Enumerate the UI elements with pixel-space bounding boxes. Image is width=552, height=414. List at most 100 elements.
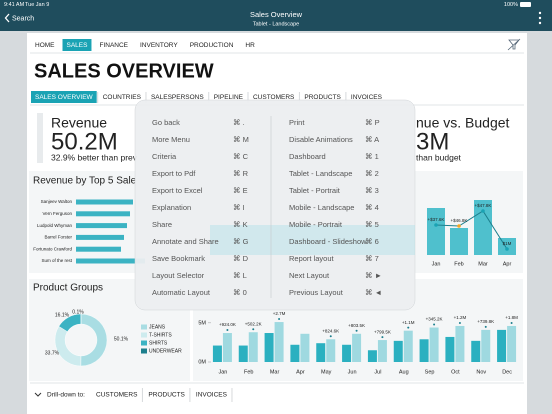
column xyxy=(300,333,310,362)
menu-item[interactable]: Automatic Layout xyxy=(152,288,211,297)
sub-tab[interactable]: INVOICES xyxy=(351,94,383,101)
legend-label: SHIRTS xyxy=(149,340,168,346)
menu-item[interactable]: More Menu xyxy=(152,135,190,144)
menu-item[interactable]: Export to Excel xyxy=(152,186,203,195)
kpi-title: Revenue xyxy=(51,115,107,131)
month-label: Sep xyxy=(425,369,435,375)
menu-item[interactable]: Mobile - Landscape xyxy=(289,203,354,212)
bar xyxy=(76,223,127,229)
menu-shortcut: ⌘ M xyxy=(233,135,249,144)
menu-item[interactable]: Dashboard xyxy=(289,152,326,161)
column xyxy=(497,329,507,362)
menu-item[interactable]: Layout Selector xyxy=(152,271,205,280)
line-marker xyxy=(457,224,461,228)
menu-shortcut: ⌘ . xyxy=(233,118,245,127)
column xyxy=(316,343,326,362)
sub-tab[interactable]: COUNTRIES xyxy=(103,94,142,101)
menu-item[interactable]: Go back xyxy=(152,118,180,127)
month-label: May xyxy=(321,369,332,375)
month-label: Aug xyxy=(399,369,409,375)
main-tab[interactable]: HR xyxy=(245,42,255,49)
point-label: $1M xyxy=(503,241,512,246)
annotation: +2.7M xyxy=(273,311,286,316)
menu-item[interactable]: Mobile - Portrait xyxy=(289,220,343,229)
annotation-dot xyxy=(252,328,255,331)
legend-swatch xyxy=(141,348,147,354)
sub-tab[interactable]: CUSTOMERS xyxy=(253,94,295,101)
column xyxy=(274,322,284,362)
drill-item[interactable]: PRODUCTS xyxy=(148,392,185,399)
column xyxy=(393,340,403,362)
back-button[interactable]: Search xyxy=(12,15,34,22)
category-label: Fortunato Crawford xyxy=(33,246,72,251)
month-label: Jan xyxy=(432,261,441,267)
sub-tab[interactable]: PIPELINE xyxy=(214,94,244,101)
menu-shortcut: ⌘ A xyxy=(365,135,379,144)
drill-item[interactable]: CUSTOMERS xyxy=(96,392,138,399)
status-battery: 100% xyxy=(504,2,518,8)
month-label: Dec xyxy=(502,369,512,375)
line-marker xyxy=(505,247,509,251)
menu-shortcut: ⌘ 6 xyxy=(365,237,379,246)
annotation: +1.8M xyxy=(505,315,518,320)
menu-item[interactable]: Disable Animations xyxy=(289,135,353,144)
value-label: 0.1% xyxy=(72,309,84,315)
menu-item[interactable]: Previous Layout xyxy=(289,288,344,297)
menu-shortcut: ⌘ 4 xyxy=(365,203,379,212)
nav-title: Sales Overview xyxy=(250,10,303,19)
annotation-dot xyxy=(458,321,461,324)
menu-shortcut: ⌘ D xyxy=(233,254,249,263)
column xyxy=(367,350,377,362)
column xyxy=(450,228,468,255)
kpi-note: than budget xyxy=(416,152,462,162)
category-label: Vern Ferguson xyxy=(42,211,72,216)
menu-item[interactable]: Next Layout xyxy=(289,271,330,280)
back-chevron[interactable] xyxy=(4,13,10,23)
main-tab[interactable]: HOME xyxy=(35,42,55,49)
sub-tab[interactable]: SALES OVERVIEW xyxy=(35,94,94,101)
y-tick-label: 5M xyxy=(198,320,206,326)
column xyxy=(326,339,336,362)
bar xyxy=(76,234,124,240)
menu-item[interactable]: Print xyxy=(289,118,305,127)
menu-item[interactable]: Report layout xyxy=(289,254,335,263)
menu-shortcut: ⌘ 1 xyxy=(365,152,379,161)
annotation: +1.2M xyxy=(454,315,467,320)
sub-tab[interactable]: PRODUCTS xyxy=(304,94,341,101)
column xyxy=(481,329,491,362)
menu-item[interactable]: Share xyxy=(152,220,172,229)
menu-item[interactable]: Explanation xyxy=(152,203,191,212)
menu-item[interactable]: Tablet - Landscape xyxy=(289,169,352,178)
main-tab[interactable]: SALES xyxy=(67,42,89,49)
annotation: +799.5K xyxy=(374,329,391,334)
menu-item[interactable]: Export to Pdf xyxy=(152,169,196,178)
sub-tab[interactable]: SALESPERSONS xyxy=(151,94,204,101)
annotation: +739.8K xyxy=(477,319,494,324)
menu-shortcut: ⌘ 0 xyxy=(233,288,247,297)
menu-item[interactable]: Annotate and Share xyxy=(152,237,219,246)
menu-item[interactable]: Save Bookmark xyxy=(152,254,205,263)
main-tab[interactable]: FINANCE xyxy=(99,42,128,49)
subtab-highlight xyxy=(31,91,97,103)
drill-chevron[interactable] xyxy=(34,392,42,397)
column xyxy=(427,208,445,255)
column xyxy=(377,340,387,362)
main-tab[interactable]: INVENTORY xyxy=(140,42,178,49)
filter-icon[interactable] xyxy=(507,38,521,51)
main-tab[interactable]: PRODUCTION xyxy=(190,42,234,49)
drill-item[interactable]: INVOICES xyxy=(196,392,228,399)
menu-item[interactable]: Criteria xyxy=(152,152,177,161)
menu-shortcut: ⌘ C xyxy=(233,152,249,161)
column xyxy=(474,200,492,255)
legend-label: JEANS xyxy=(149,324,166,330)
legend-swatch xyxy=(141,340,147,346)
annotation-dot xyxy=(433,323,436,326)
menu-item[interactable]: Tablet - Portrait xyxy=(289,186,341,195)
line xyxy=(435,210,508,250)
kpi-accent xyxy=(37,113,43,163)
menu-item[interactable]: Dashboard - Slideshow xyxy=(289,237,367,246)
more-button[interactable] xyxy=(538,11,542,25)
point-label: +$37.6K xyxy=(428,217,445,222)
